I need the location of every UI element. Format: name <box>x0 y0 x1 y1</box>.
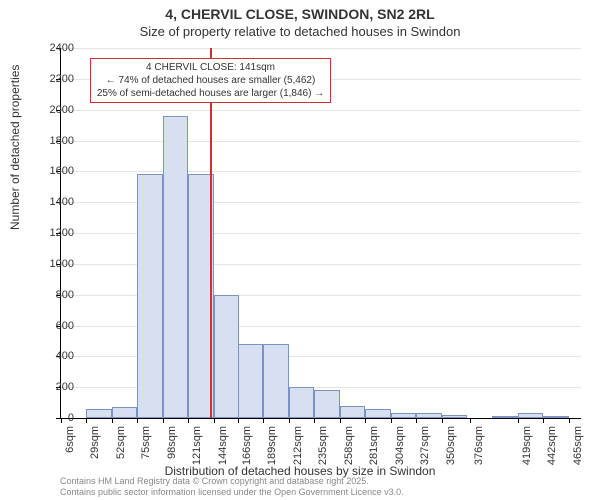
gridline <box>61 141 581 142</box>
chart-subtitle: Size of property relative to detached ho… <box>0 24 600 39</box>
xtick-label: 52sqm <box>115 426 127 459</box>
footer-line-1: Contains HM Land Registry data © Crown c… <box>60 476 404 487</box>
xtick-label: 465sqm <box>572 426 584 465</box>
xtick-mark <box>238 418 239 423</box>
histogram-bar <box>518 413 543 418</box>
histogram-bar <box>263 344 288 418</box>
xtick-label: 98sqm <box>166 426 178 459</box>
ytick-label: 600 <box>34 320 74 332</box>
annotation-box: 4 CHERVIL CLOSE: 141sqm← 74% of detached… <box>90 58 331 103</box>
chart-container: 4, CHERVIL CLOSE, SWINDON, SN2 2RL Size … <box>0 0 600 500</box>
footer-attribution: Contains HM Land Registry data © Crown c… <box>60 476 404 498</box>
histogram-bar <box>314 390 339 418</box>
xtick-label: 189sqm <box>266 426 278 465</box>
marker-line <box>210 48 212 418</box>
ytick-label: 1400 <box>34 196 74 208</box>
histogram-bar <box>416 413 441 418</box>
histogram-bar <box>163 116 188 418</box>
xtick-label: 350sqm <box>445 426 457 465</box>
histogram-bar <box>214 295 239 418</box>
xtick-mark <box>416 418 417 423</box>
chart-title: 4, CHERVIL CLOSE, SWINDON, SN2 2RL <box>0 6 600 22</box>
xtick-mark <box>86 418 87 423</box>
xtick-label: 6sqm <box>64 426 76 453</box>
xtick-label: 376sqm <box>473 426 485 465</box>
histogram-bar <box>442 415 467 418</box>
ytick-label: 2400 <box>34 42 74 54</box>
ytick-label: 800 <box>34 289 74 301</box>
xtick-mark <box>470 418 471 423</box>
xtick-label: 258sqm <box>343 426 355 465</box>
xtick-label: 166sqm <box>241 426 253 465</box>
xtick-label: 442sqm <box>546 426 558 465</box>
xtick-mark <box>314 418 315 423</box>
histogram-bar <box>289 387 314 418</box>
ytick-label: 1200 <box>34 227 74 239</box>
histogram-bar <box>86 409 111 418</box>
xtick-mark <box>391 418 392 423</box>
xtick-label: 75sqm <box>140 426 152 459</box>
xtick-mark <box>340 418 341 423</box>
xtick-mark <box>543 418 544 423</box>
xtick-label: 144sqm <box>217 426 229 465</box>
histogram-bar <box>543 416 568 418</box>
xtick-label: 327sqm <box>419 426 431 465</box>
xtick-mark <box>112 418 113 423</box>
ytick-label: 1000 <box>34 258 74 270</box>
ytick-label: 2000 <box>34 104 74 116</box>
ytick-label: 200 <box>34 381 74 393</box>
annotation-line: ← 74% of detached houses are smaller (5,… <box>97 74 324 87</box>
histogram-bar <box>340 406 365 418</box>
ytick-label: 0 <box>34 412 74 424</box>
gridline <box>61 48 581 49</box>
xtick-mark <box>163 418 164 423</box>
xtick-label: 235sqm <box>317 426 329 465</box>
xtick-label: 121sqm <box>191 426 203 465</box>
ytick-label: 1600 <box>34 165 74 177</box>
xtick-mark <box>365 418 366 423</box>
annotation-line: 4 CHERVIL CLOSE: 141sqm <box>97 61 324 74</box>
xtick-mark <box>518 418 519 423</box>
xtick-label: 212sqm <box>292 426 304 465</box>
histogram-bar <box>391 413 416 418</box>
histogram-bar <box>238 344 263 418</box>
xtick-mark <box>214 418 215 423</box>
gridline <box>61 110 581 111</box>
ytick-label: 2200 <box>34 73 74 85</box>
xtick-label: 29sqm <box>89 426 101 459</box>
xtick-mark <box>442 418 443 423</box>
xtick-mark <box>188 418 189 423</box>
histogram-bar <box>112 407 137 418</box>
gridline <box>61 171 581 172</box>
xtick-label: 419sqm <box>521 426 533 465</box>
plot-area: 4 CHERVIL CLOSE: 141sqm← 74% of detached… <box>60 48 581 419</box>
footer-line-2: Contains public sector information licen… <box>60 487 404 498</box>
xtick-mark <box>569 418 570 423</box>
ytick-label: 1800 <box>34 135 74 147</box>
xtick-mark <box>137 418 138 423</box>
ytick-label: 400 <box>34 350 74 362</box>
histogram-bar <box>365 409 390 418</box>
xtick-mark <box>263 418 264 423</box>
xtick-mark <box>289 418 290 423</box>
histogram-bar <box>492 416 517 418</box>
xtick-label: 281sqm <box>368 426 380 465</box>
histogram-bar <box>137 174 162 418</box>
y-axis-label: Number of detached properties <box>8 65 22 230</box>
annotation-line: 25% of semi-detached houses are larger (… <box>97 87 324 100</box>
xtick-label: 304sqm <box>394 426 406 465</box>
